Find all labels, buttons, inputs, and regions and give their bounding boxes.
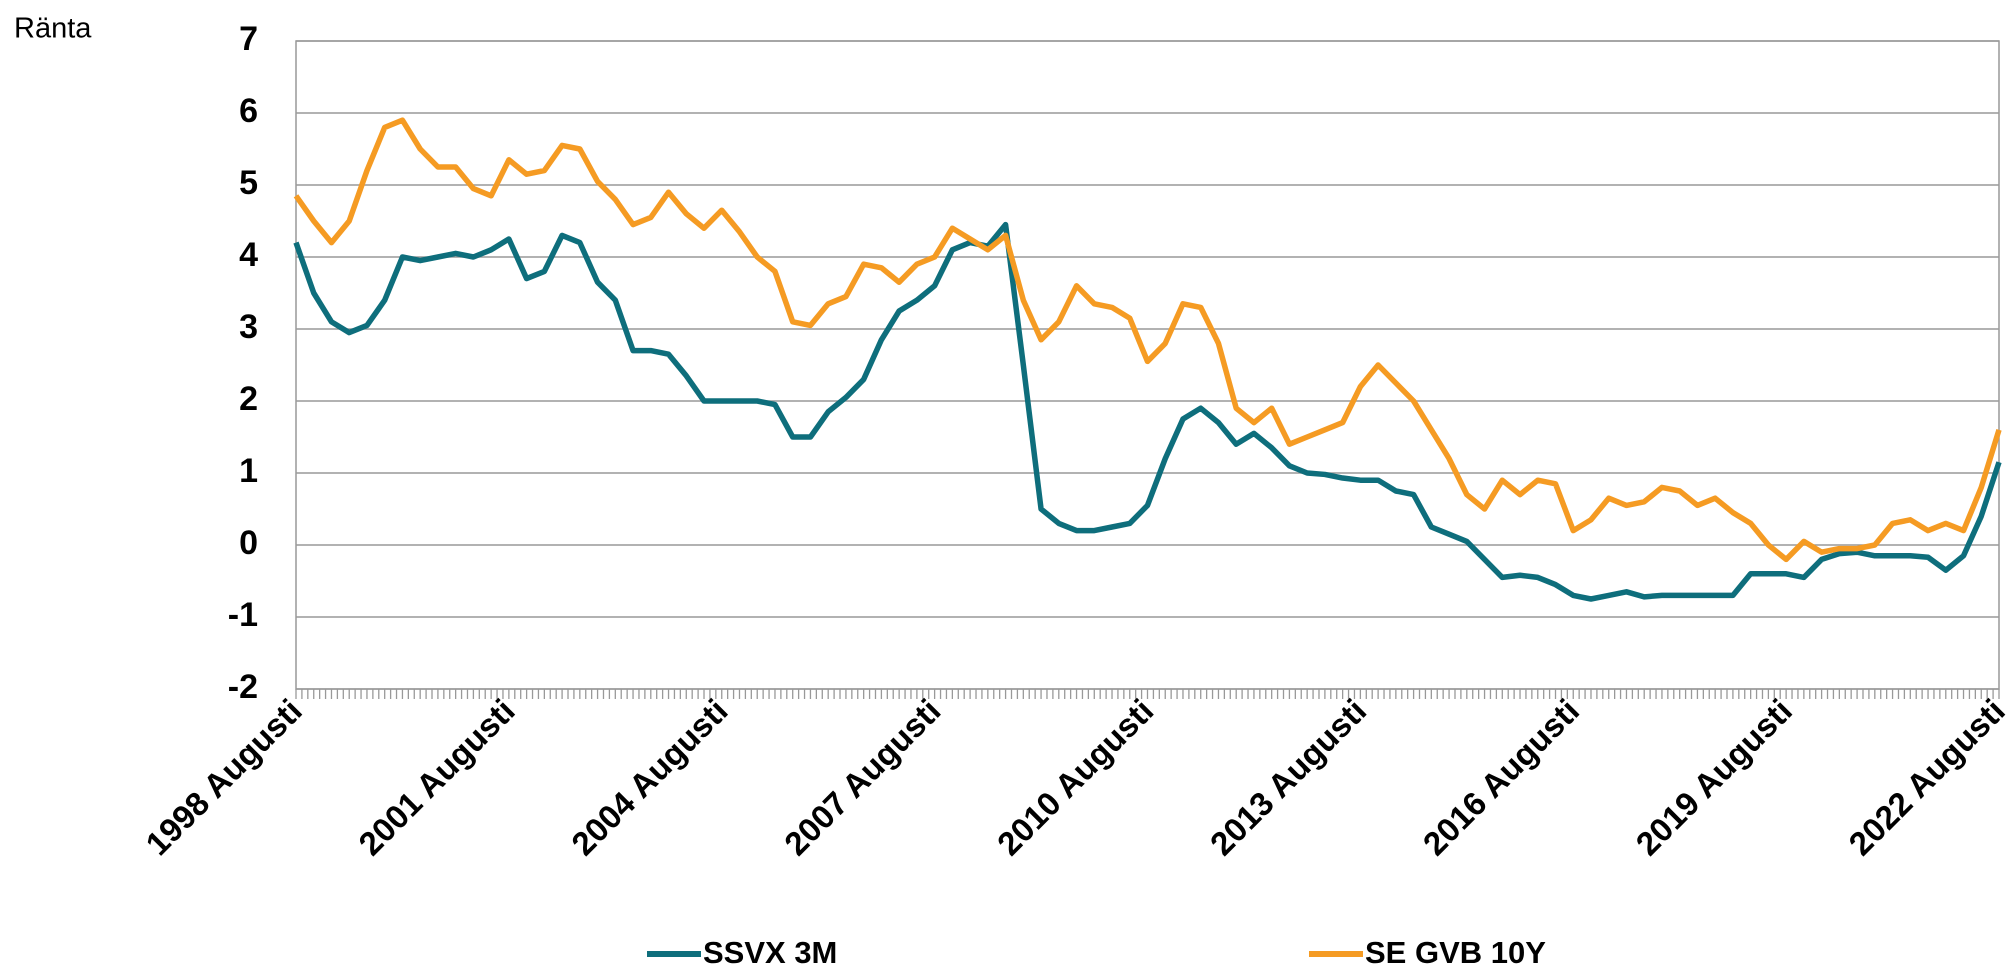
x-tick-label: 2007 Augusti xyxy=(777,692,948,863)
y-tick-label: 0 xyxy=(239,524,258,562)
y-tick-label: 6 xyxy=(239,92,258,130)
x-tick-label: 2016 Augusti xyxy=(1416,692,1587,863)
y-tick-label: 3 xyxy=(239,308,258,346)
series-line xyxy=(293,221,2002,602)
y-tick-label: 4 xyxy=(239,236,258,274)
y-axis-label: Ränta xyxy=(14,13,92,45)
x-tick-label: 2004 Augusti xyxy=(564,692,735,863)
x-tick-label: 2022 Augusti xyxy=(1841,692,2012,863)
y-tick-label: -2 xyxy=(228,668,258,706)
x-tick-label: 1998 Augusti xyxy=(138,692,309,863)
x-tick-label: 2010 Augusti xyxy=(990,692,1161,863)
x-tick-label: 2019 Augusti xyxy=(1629,692,1800,863)
x-tick-label: 2013 Augusti xyxy=(1203,692,1374,863)
series-line xyxy=(293,117,2002,563)
y-tick-label: 5 xyxy=(239,164,258,202)
y-tick-label: 7 xyxy=(239,20,258,58)
legend-label: SE GVB 10Y xyxy=(1365,935,1546,970)
y-tick-label: 2 xyxy=(239,380,258,418)
x-tick-label: 2001 Augusti xyxy=(351,692,522,863)
y-tick-label: 1 xyxy=(239,452,258,490)
legend-label: SSVX 3M xyxy=(703,935,837,970)
y-tick-label: -1 xyxy=(228,596,258,634)
plot-area xyxy=(295,40,2000,690)
